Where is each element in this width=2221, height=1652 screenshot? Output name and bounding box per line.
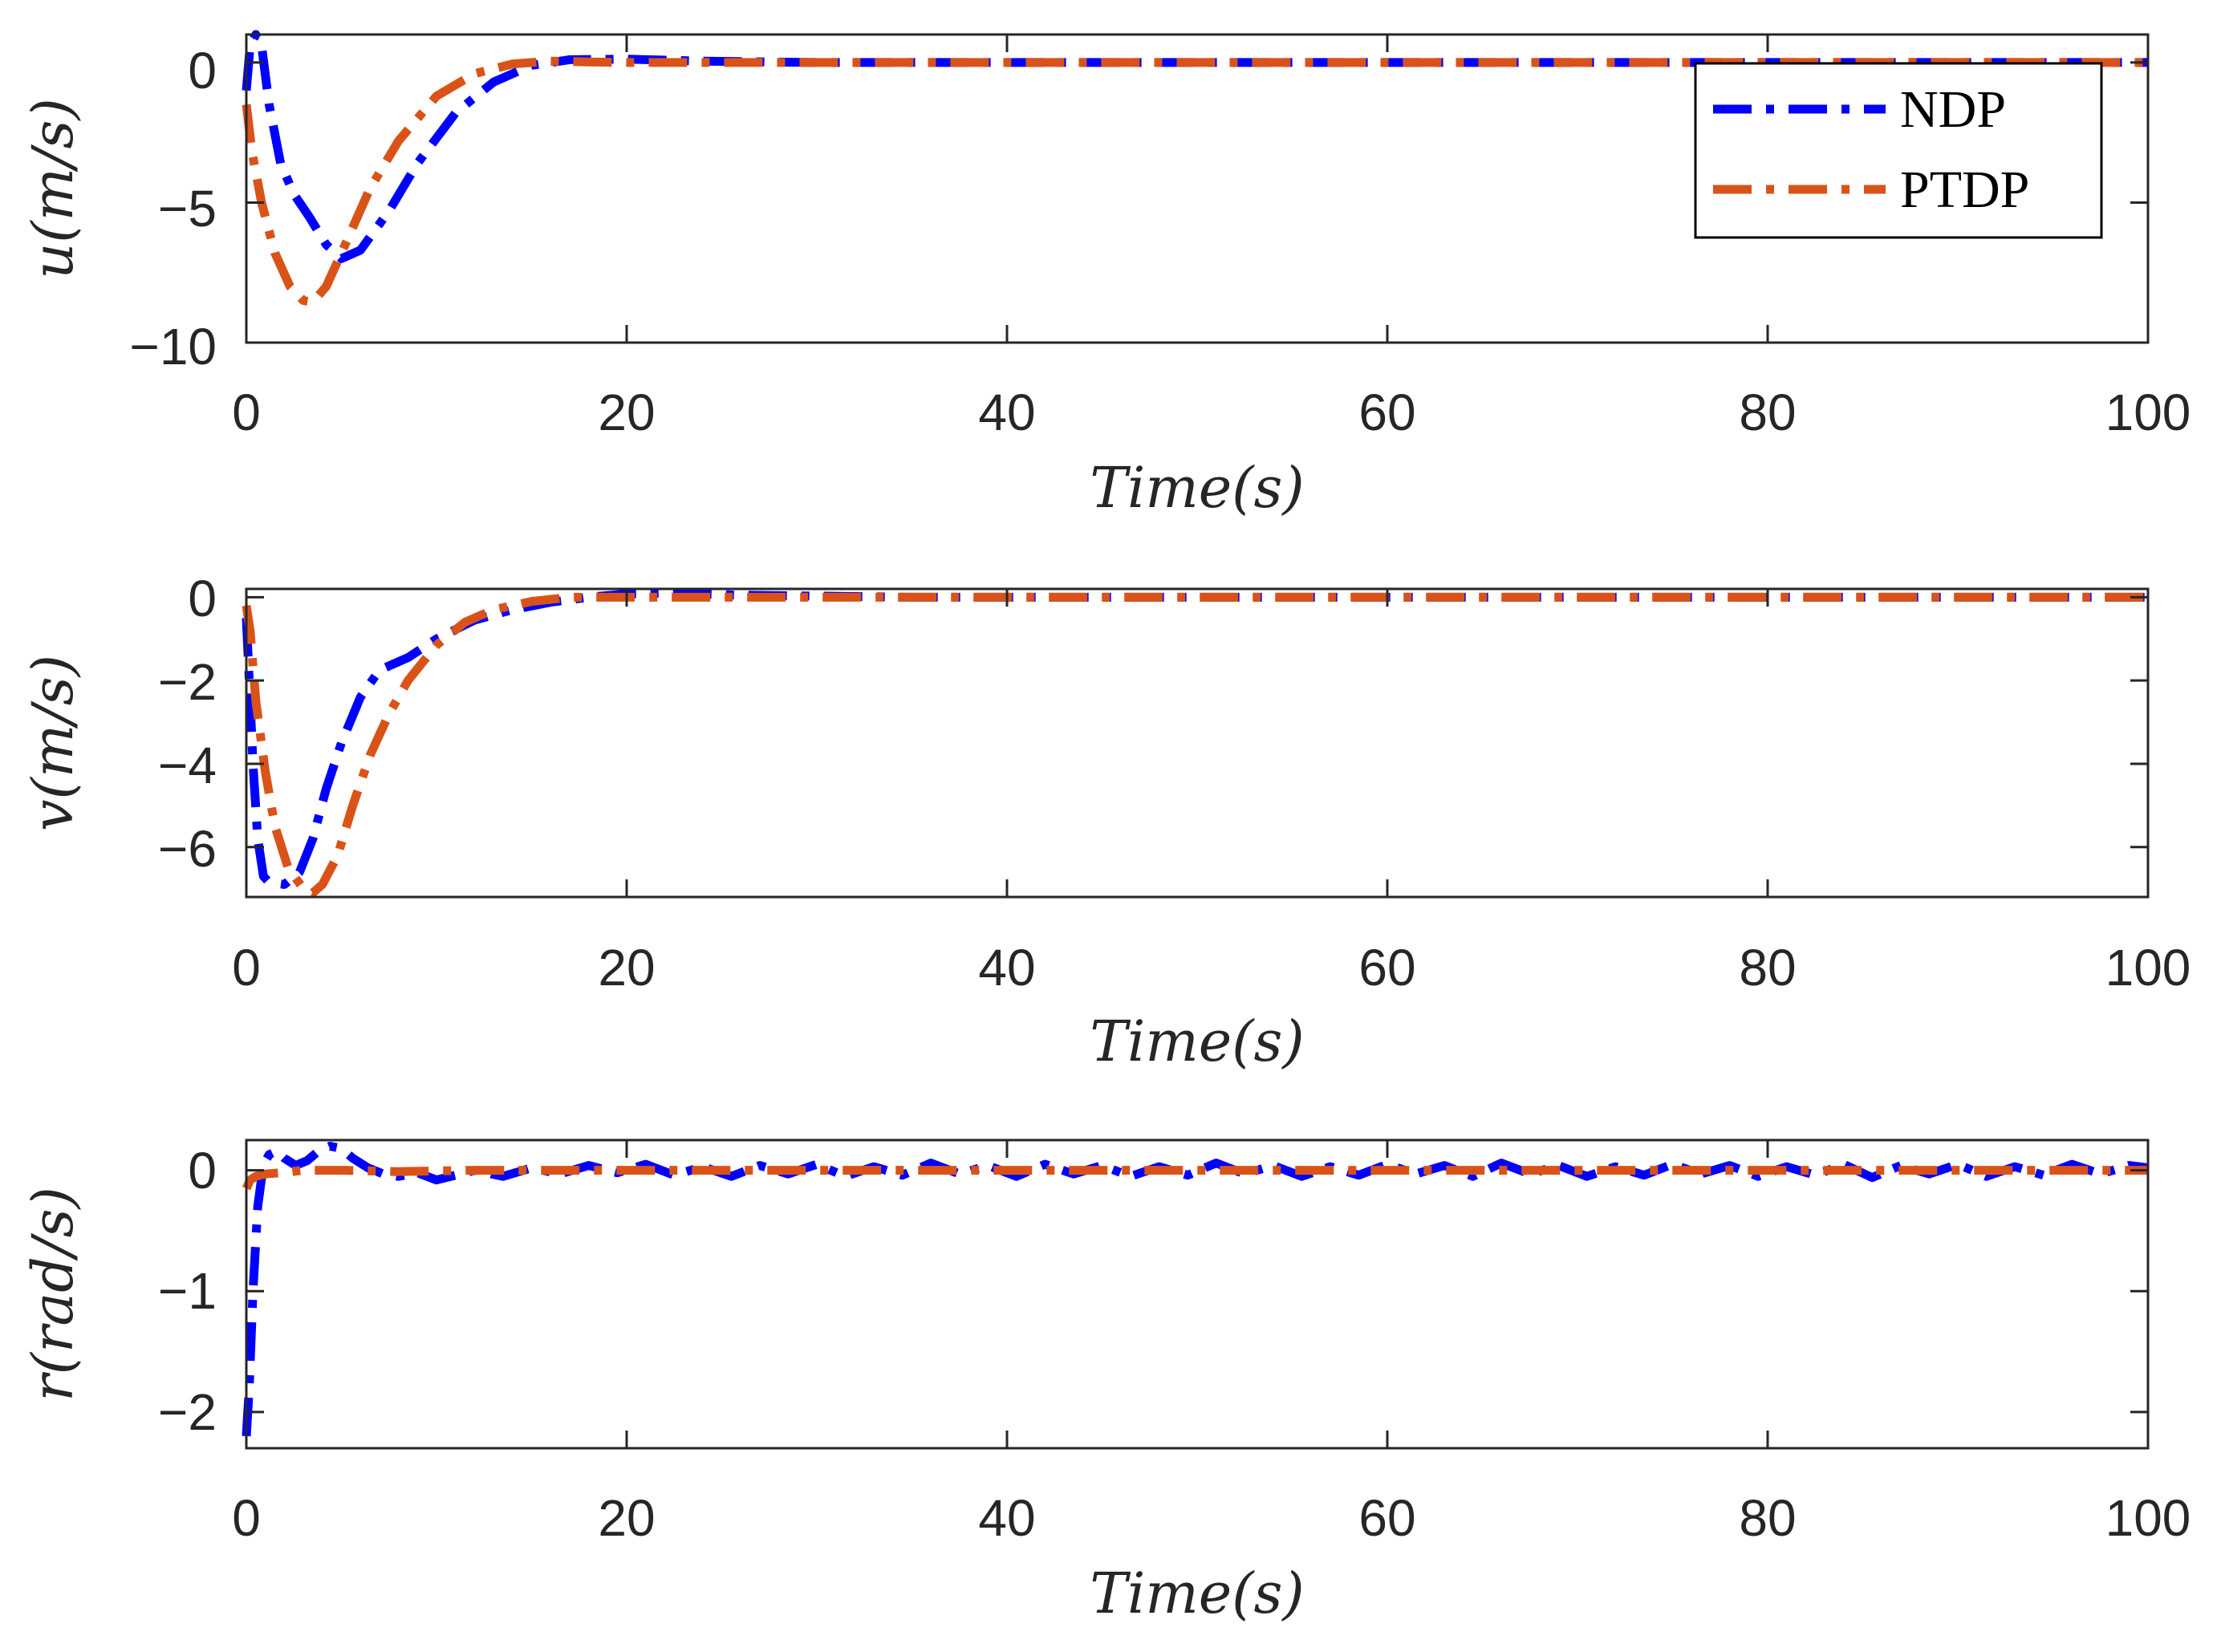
panel-v-ticks <box>245 589 2150 897</box>
panel-u: 0 −5 −10 0 20 40 60 80 100 Time(s) u(m/s… <box>20 30 2191 521</box>
panel-r-series-ndp-line <box>242 1142 2149 1437</box>
panel-u-xlabel: Time(s) <box>1090 455 1304 521</box>
panel-r-xtick-label: 40 <box>978 1489 1035 1547</box>
panel-r-ytick-label: −2 <box>158 1383 217 1441</box>
panel-u-ytick-label: 0 <box>188 42 217 99</box>
panel-v-xtick-label: 0 <box>232 939 261 996</box>
legend: NDP PTDP <box>1694 62 2103 239</box>
panel-v-xtick-label: 20 <box>598 939 655 996</box>
panel-v-xtick-label: 40 <box>978 939 1035 996</box>
panel-r: 0 −1 −2 0 20 40 60 80 100 Time(s) r(rad/… <box>20 1139 2191 1626</box>
panel-v-ytick-label: −6 <box>158 820 217 878</box>
panel-u-axes-box <box>245 33 2150 344</box>
panel-u-ylabel: u(m/s) <box>20 98 86 279</box>
panel-u-ticks <box>245 35 2150 344</box>
legend-ndp-label: NDP <box>1900 80 2006 139</box>
panel-r-xlabel: Time(s) <box>1090 1561 1304 1626</box>
panel-u-ytick-label: −5 <box>158 180 217 237</box>
panel-u-xtick-label: 80 <box>1739 384 1796 441</box>
panel-v-ytick-label: −4 <box>158 737 217 794</box>
panel-r-xtick-label: 80 <box>1739 1489 1796 1547</box>
panel-v-axes-box <box>245 587 2150 899</box>
panel-u-xtick-label: 20 <box>598 384 655 441</box>
panel-u-xtick-label: 0 <box>232 384 261 441</box>
panel-u-series <box>242 30 2148 306</box>
panel-r-series-ptdp-line <box>242 1166 2148 1191</box>
panel-r-xtick-label: 0 <box>232 1489 261 1547</box>
panel-r-ytick-label: −1 <box>158 1262 217 1320</box>
legend-ptdp-label: PTDP <box>1900 160 2029 219</box>
panel-v-series-ndp-line <box>242 588 2148 889</box>
legend-box <box>1694 62 2103 239</box>
panel-r-xtick-label: 20 <box>598 1489 655 1547</box>
panel-u-xtick-label: 40 <box>978 384 1035 441</box>
panel-r-xtick-label: 60 <box>1358 1489 1415 1547</box>
panel-r-series <box>242 1142 2149 1437</box>
panel-u-series-ptdp-line <box>242 56 2148 306</box>
panel-v-series-ptdp-line <box>242 592 2148 898</box>
panel-r-ticks <box>245 1140 2150 1448</box>
panel-r-xtick-label: 100 <box>2105 1489 2191 1547</box>
panel-v-xtick-label: 100 <box>2105 939 2191 996</box>
panel-u-series-ndp-line <box>242 30 2148 263</box>
panel-r-axes-box <box>245 1139 2150 1450</box>
panel-v-ytick-label: −2 <box>158 653 217 711</box>
panel-u-xtick-label: 100 <box>2105 384 2191 441</box>
panel-v-series <box>242 588 2148 898</box>
panel-v-ytick-label: 0 <box>188 570 217 627</box>
panel-v-xtick-label: 60 <box>1358 939 1415 996</box>
panel-v-xlabel: Time(s) <box>1090 1009 1304 1074</box>
panel-u-ytick-label: −10 <box>129 318 217 375</box>
panel-v-ylabel: v(m/s) <box>20 655 86 831</box>
panel-u-xtick-label: 60 <box>1358 384 1415 441</box>
panel-v: 0 −2 −4 −6 0 20 40 60 80 100 Time(s) v(m… <box>20 570 2191 1074</box>
panel-r-ytick-label: 0 <box>188 1142 217 1199</box>
panel-r-ylabel: r(rad/s) <box>20 1187 86 1402</box>
panel-v-xtick-label: 80 <box>1739 939 1796 996</box>
